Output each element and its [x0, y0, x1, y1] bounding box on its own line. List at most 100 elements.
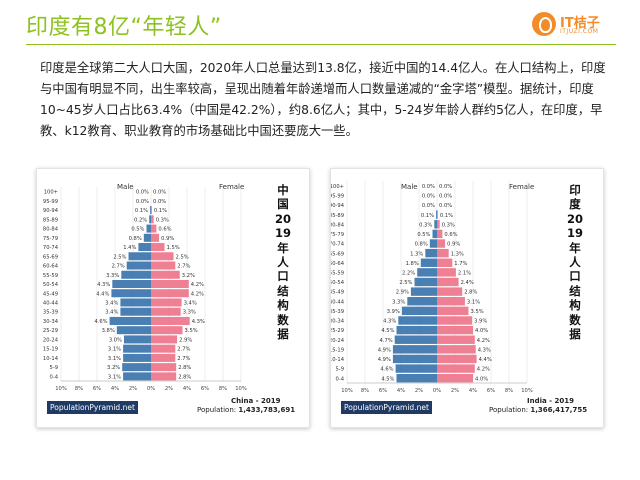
female-label: Female: [509, 183, 535, 191]
age-group-label: 85-89: [43, 217, 58, 223]
body-paragraph: 印度是全球第二大人口大国，2020年人口总量达到13.8亿，接近中国的14.4亿…: [40, 61, 606, 138]
female-value-label: 4.0%: [475, 328, 488, 334]
male-bar: [109, 316, 151, 325]
male-bar: [122, 363, 151, 372]
age-group-label: 65-69: [43, 254, 58, 260]
female-bar: [151, 344, 176, 353]
female-bar: [151, 215, 154, 224]
male-value-label: 0.8%: [415, 242, 428, 248]
female-bar: [437, 335, 475, 344]
female-bar: [151, 363, 177, 372]
age-group-label: 50-54: [43, 282, 59, 288]
male-bar: [420, 258, 437, 267]
female-bar: [151, 353, 176, 362]
male-value-label: 0.0%: [422, 194, 435, 200]
age-group-label: 60-64: [331, 261, 345, 267]
female-bar: [437, 297, 465, 306]
male-bar: [138, 243, 151, 252]
x-tick-label: 6%: [201, 386, 209, 392]
x-tick-label: 8%: [361, 388, 369, 394]
male-value-label: 1.4%: [123, 245, 136, 251]
female-bar: [151, 233, 160, 242]
female-value-label: 4.2%: [191, 291, 204, 297]
male-bar: [124, 335, 151, 344]
age-group-label: 40-44: [43, 301, 59, 307]
male-bar: [123, 353, 151, 362]
male-label: Male: [401, 183, 418, 191]
age-group-label: 10-14: [43, 356, 59, 362]
male-value-label: 0.0%: [136, 199, 149, 205]
female-value-label: 3.1%: [467, 299, 480, 305]
x-tick-label: 8%: [505, 388, 513, 394]
female-value-label: 4.0%: [475, 376, 488, 382]
male-bar: [126, 261, 151, 270]
male-value-label: 2.5%: [113, 254, 126, 260]
male-value-label: 3.0%: [109, 337, 122, 343]
age-group-label: 25-29: [43, 328, 58, 334]
male-value-label: 0.2%: [134, 217, 147, 223]
population-value: 1,366,417,755: [530, 406, 588, 414]
female-value-label: 0.9%: [161, 236, 174, 242]
female-value-label: 2.5%: [176, 254, 189, 260]
population-value: 1,433,783,691: [238, 406, 296, 414]
female-bar: [437, 277, 459, 287]
x-tick-label: 2%: [129, 386, 137, 392]
x-tick-label: 8%: [219, 386, 227, 392]
male-value-label: 4.9%: [378, 357, 391, 363]
male-bar: [121, 270, 151, 279]
male-value-label: 1.3%: [410, 251, 423, 257]
x-tick-label: 0%: [147, 386, 155, 392]
male-bar: [112, 279, 151, 289]
male-value-label: 0.0%: [136, 190, 149, 196]
x-tick-label: 4%: [397, 388, 405, 394]
male-value-label: 0.8%: [129, 236, 142, 242]
female-value-label: 0.3%: [442, 222, 455, 228]
age-group-label: 45-49: [43, 291, 58, 297]
male-value-label: 0.0%: [422, 184, 435, 190]
male-bar: [410, 287, 437, 296]
female-bar: [437, 239, 446, 248]
age-group-label: 45-49: [331, 290, 344, 296]
male-bar: [436, 210, 437, 219]
age-group-label: 65-69: [331, 251, 344, 257]
male-value-label: 3.4%: [105, 310, 118, 316]
female-bar: [437, 287, 463, 296]
x-tick-label: 2%: [165, 386, 173, 392]
title-underline: [26, 44, 616, 45]
male-value-label: 4.5%: [381, 328, 394, 334]
source-badge: PopulationPyramid.net: [47, 401, 138, 414]
population-caption: Population: 1,366,417,755: [489, 406, 587, 414]
age-group-label: 20-24: [331, 338, 345, 344]
female-bar: [151, 279, 189, 289]
female-bar: [437, 248, 449, 258]
male-value-label: 3.4%: [105, 301, 118, 307]
country-year: India - 2019: [527, 397, 574, 405]
female-bar: [151, 243, 165, 252]
india-pyramid-card: 10% 8% 6% 4% 2% 0% 2% 4% 6% 8% 10% 100+ 0.0% 0.0% 95-9…: [330, 168, 604, 428]
female-bar: [151, 307, 181, 316]
female-value-label: 2.7%: [177, 356, 190, 362]
female-value-label: 0.1%: [440, 213, 453, 219]
age-group-label: 70-74: [331, 242, 345, 248]
logo: IT桔子 ITJUZI.COM: [532, 10, 624, 40]
female-bar: [151, 326, 183, 335]
chart-vertical-title: 印度2019年人口结构数据: [567, 183, 584, 342]
female-value-label: 2.1%: [458, 270, 471, 276]
age-group-label: 60-64: [43, 264, 59, 270]
female-value-label: 3.5%: [185, 328, 198, 334]
female-value-label: 3.4%: [184, 301, 197, 307]
female-bar: [437, 354, 477, 364]
population-caption: Population: 1,433,783,691: [197, 406, 295, 414]
male-value-label: 4.7%: [380, 338, 393, 344]
age-group-label: 15-19: [331, 347, 344, 353]
india-pyramid-chart: 10% 8% 6% 4% 2% 0% 2% 4% 6% 8% 10% 100+ 0.0% 0.0% 95-9…: [331, 181, 533, 394]
female-value-label: 2.7%: [177, 347, 190, 353]
female-value-label: 3.3%: [183, 310, 196, 316]
male-bar: [395, 364, 437, 373]
male-bar: [407, 297, 437, 306]
male-bar: [394, 335, 437, 344]
female-bar: [437, 220, 440, 229]
male-value-label: 2.5%: [399, 280, 412, 286]
female-value-label: 0.0%: [439, 203, 452, 209]
female-value-label: 1.5%: [167, 245, 180, 251]
